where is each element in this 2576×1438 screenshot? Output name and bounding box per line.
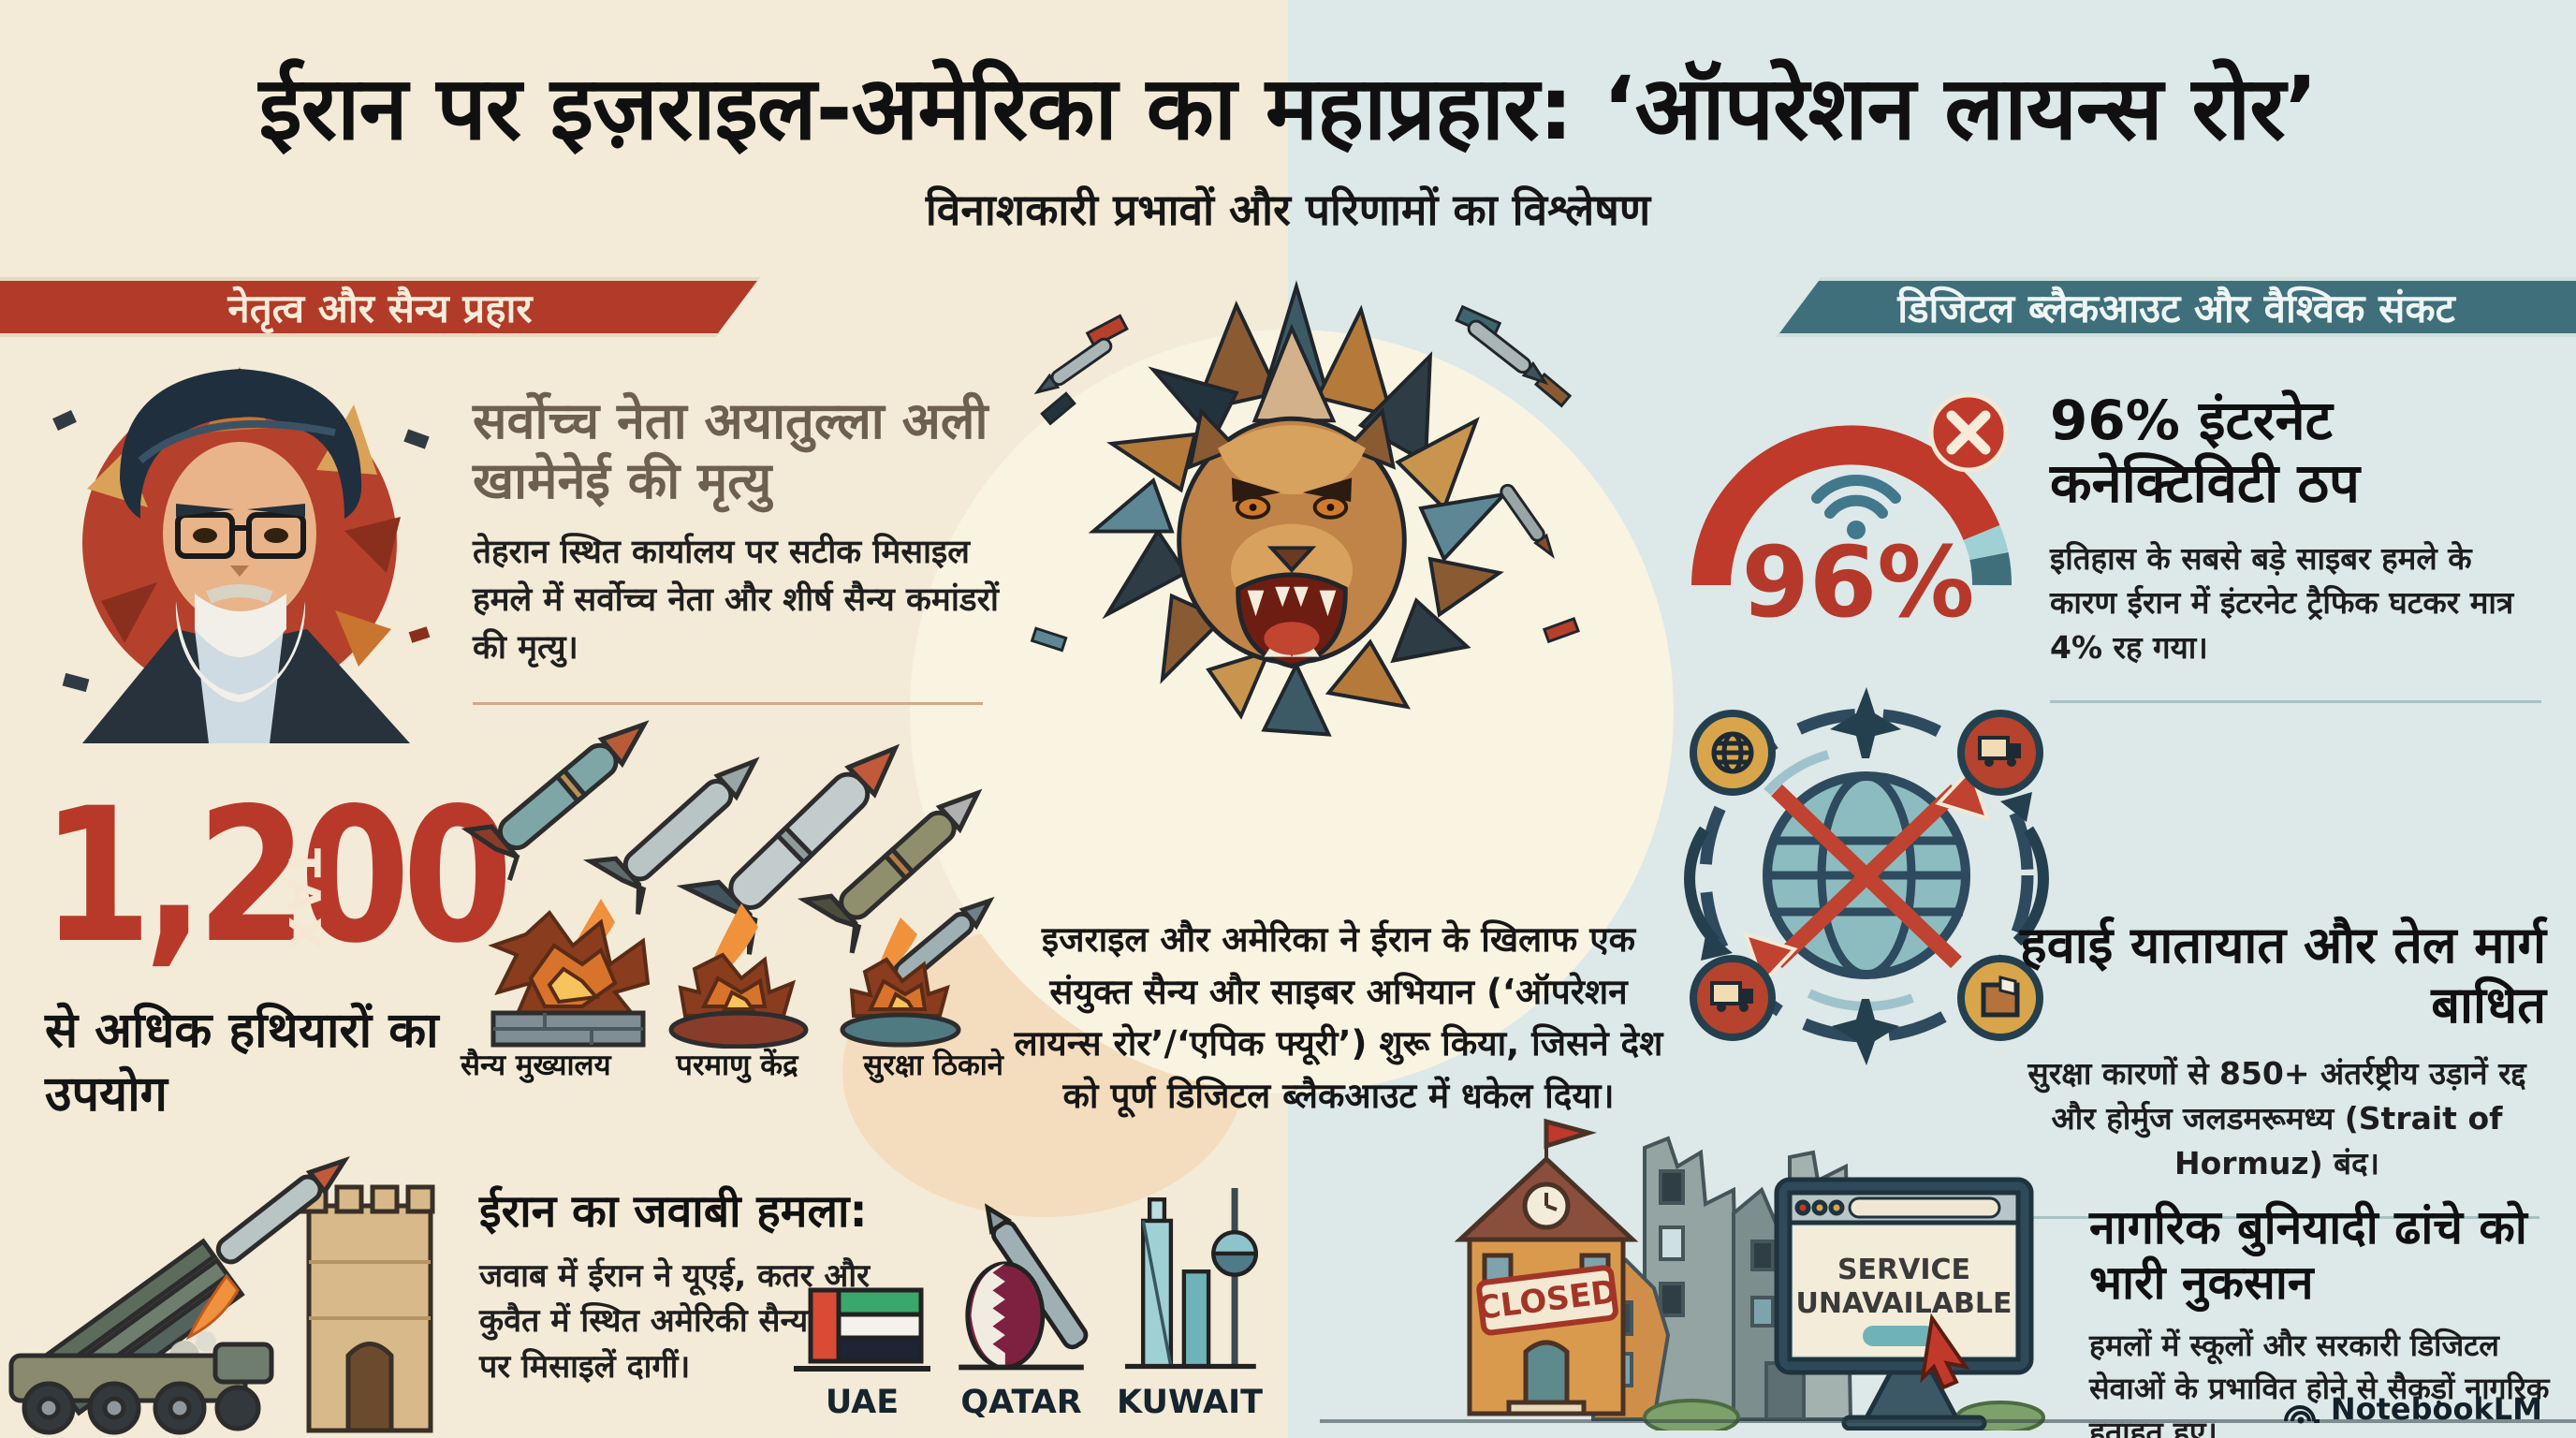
target-labels-row: सैन्य मुख्यालय परमाणु केंद्र सुरक्षा ठिक… — [461, 1045, 1003, 1084]
divider — [473, 701, 983, 705]
countries-row: UAE QATAR — [792, 1181, 1269, 1421]
globe-disruption-illustration — [1684, 687, 2049, 1065]
left-banner-label: नेतृत्व और सैन्य प्रहार — [227, 285, 533, 331]
target-label-security-bases: सुरक्षा ठिकाने — [863, 1049, 1003, 1082]
internet-body: इतिहास के सबसे बड़े साइबर हमले के कारण ई… — [2050, 539, 2514, 667]
counterattack-heading: ईरान का जवाबी हमला: — [479, 1185, 868, 1238]
connection-error-icon — [1946, 410, 1991, 455]
leader-heading: सर्वोच्च नेता अयातुल्ला अली खामेनेई की म… — [473, 391, 988, 510]
missiles-illustration — [461, 720, 995, 1049]
transport-heading: हवाई यातायात और तेल मार्ग बाधित — [2020, 916, 2546, 1034]
divider — [2015, 1215, 2539, 1219]
weapons-count-overlay: TAX — [279, 848, 329, 955]
leader-block: सर्वोच्च नेता अयातुल्ला अली खामेनेई की म… — [473, 391, 1011, 705]
cursor-icon — [1920, 1313, 1970, 1390]
civil-body: हमलों में स्कूलों और सरकारी डिजिटल सेवाओ… — [2089, 1328, 2550, 1438]
gauge-value: 96% — [1742, 525, 1975, 639]
civil-heading: नागरिक बुनियादी ढांचे को भारी नुकसान — [2089, 1200, 2527, 1310]
country-uae: UAE — [792, 1181, 932, 1421]
monitor-message-line1: SERVICE — [1837, 1254, 1970, 1286]
center-description: इजराइल और अमेरिका ने ईरान के खिलाफ एक सं… — [1014, 919, 1663, 1116]
weapons-count: 1,200 — [41, 768, 513, 984]
leader-body: तेहरान स्थित कार्यालय पर सटीक मिसाइल हमल… — [473, 534, 999, 667]
brand-name: NotebookLM — [2330, 1391, 2542, 1427]
kuwait-towers-icon — [1124, 1187, 1258, 1370]
left-section-banner: नेतृत्व और सैन्य प्रहार — [0, 277, 760, 337]
internet-block: 96% इंटरनेट कनेक्टिविटी ठप इतिहास के सबस… — [2050, 389, 2544, 704]
right-banner-label: डिजिटल ब्लैकआउट और वैश्विक संकट — [1897, 285, 2455, 331]
country-kuwait: KUWAIT — [1110, 1181, 1269, 1421]
internet-gauge: 96% — [1691, 392, 2012, 639]
qatar-flag-icon — [959, 1203, 1089, 1371]
brand-footer: NotebookLM — [2282, 1391, 2542, 1427]
package-badge-icon — [1981, 976, 2020, 1018]
monitor-message-line2: UNAVAILABLE — [1795, 1287, 2012, 1320]
globe-badge-icon — [1711, 731, 1754, 774]
civil-damage-illustration: CLOSED SERVICE UNAVAILABLE — [1454, 1118, 2045, 1431]
target-label-military-hq: सैन्य मुख्यालय — [461, 1049, 611, 1082]
page-title: ईरान पर इज़राइल-अमेरिका का महाप्रहार: ‘ऑ… — [258, 58, 2319, 160]
uae-flag-icon — [794, 1287, 930, 1372]
page-subtitle: विनाशकारी प्रभावों और परिणामों का विश्ले… — [925, 184, 1651, 235]
target-label-nuclear-center: परमाणु केंद्र — [676, 1049, 798, 1082]
notebooklm-logo-icon — [2283, 1405, 2320, 1424]
right-section-banner: डिजिटल ब्लैकआउट और वैश्विक संकट — [1777, 277, 2576, 337]
leader-portrait-illustration — [52, 367, 431, 743]
truck-badge-icon — [1710, 736, 2021, 1012]
civil-damage-block: नागरिक बुनियादी ढांचे को भारी नुकसान हमल… — [2089, 1200, 2565, 1438]
divider — [2050, 700, 2541, 704]
country-label-uae: UAE — [825, 1384, 900, 1421]
transport-block: हवाई यातायात और तेल मार्ग बाधित सुरक्षा … — [2008, 916, 2546, 1219]
transport-body: सुरक्षा कारणों से 850+ अंतर्रष्ट्रीय उड़… — [2027, 1055, 2526, 1182]
country-label-kuwait: KUWAIT — [1117, 1384, 1263, 1421]
ground-line — [1320, 1419, 2576, 1423]
weapons-caption: से अधिक हथियारों का उपयोग — [45, 1003, 439, 1123]
lion-roar-illustration — [1030, 280, 1580, 737]
country-label-qatar: QATAR — [960, 1384, 1082, 1421]
country-qatar: QATAR — [946, 1181, 1096, 1421]
rocket-launcher-illustration — [8, 1156, 435, 1435]
internet-heading: 96% इंटरनेट कनेक्टिविटी ठप — [2050, 389, 2360, 516]
